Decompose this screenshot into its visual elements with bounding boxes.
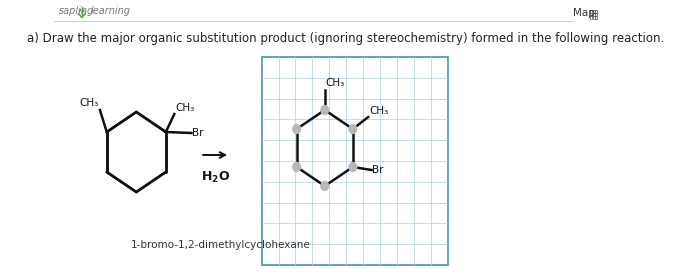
Text: $\mathbf{H_2O}$: $\mathbf{H_2O}$ — [201, 170, 230, 185]
Bar — [590, 10, 592, 13]
Circle shape — [321, 182, 329, 190]
Bar — [590, 13, 592, 16]
Bar — [595, 16, 597, 19]
Text: a) Draw the major organic substitution product (ignoring stereochemistry) formed: a) Draw the major organic substitution p… — [26, 32, 664, 45]
Bar — [262, 57, 448, 265]
Bar — [593, 13, 595, 16]
Circle shape — [349, 125, 357, 133]
Circle shape — [293, 125, 301, 133]
Bar — [593, 16, 595, 19]
Bar — [595, 10, 597, 13]
Text: CH₃: CH₃ — [369, 106, 388, 116]
Text: sapling: sapling — [59, 6, 94, 16]
Bar — [593, 10, 595, 13]
Text: learning: learning — [91, 6, 131, 16]
Circle shape — [321, 105, 329, 115]
Bar — [595, 13, 597, 16]
Text: Br: Br — [372, 165, 384, 175]
Circle shape — [349, 163, 357, 172]
Text: Map: Map — [573, 8, 595, 18]
Text: 1-bromo-1,2-dimethylcyclohexane: 1-bromo-1,2-dimethylcyclohexane — [131, 240, 310, 250]
Text: CH₃: CH₃ — [80, 98, 99, 108]
Text: CH₃: CH₃ — [176, 103, 194, 113]
Text: Br: Br — [192, 128, 204, 138]
Bar — [590, 16, 592, 19]
Text: CH₃: CH₃ — [325, 78, 345, 88]
Circle shape — [293, 163, 301, 172]
